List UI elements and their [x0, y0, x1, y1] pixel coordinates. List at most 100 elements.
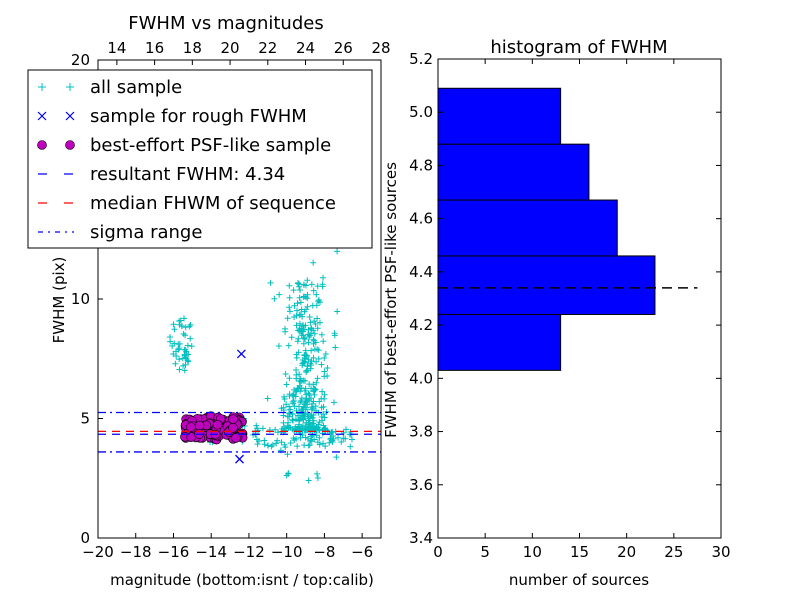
legend-marker — [66, 83, 74, 91]
all-sample-point — [188, 343, 195, 350]
all-sample-point — [181, 352, 188, 359]
all-sample-point — [297, 399, 304, 406]
all-sample-point — [283, 381, 290, 388]
all-sample-point — [280, 419, 287, 426]
all-sample-point — [290, 417, 297, 424]
all-sample-point — [348, 436, 355, 443]
scatter-xtick-label: −18 — [120, 543, 152, 561]
all-sample-point — [300, 326, 307, 333]
all-sample-point — [310, 259, 317, 266]
all-sample-point — [342, 426, 349, 433]
all-sample-point — [321, 355, 328, 362]
all-sample-point — [323, 408, 330, 415]
histogram-ytick-label: 5.2 — [409, 50, 433, 68]
all-sample-point — [305, 356, 312, 363]
histogram-ylabel: FWHM of best-effort PSF-like sources — [382, 162, 400, 438]
scatter-yticks: 0 5 10 20 — [71, 51, 103, 547]
all-sample-point — [182, 361, 189, 368]
all-sample-point — [300, 403, 307, 410]
all-sample-point — [328, 429, 335, 436]
histogram-bar — [437, 143, 590, 201]
all-sample-point — [320, 422, 327, 429]
all-sample-point — [310, 340, 317, 347]
all-sample-point — [334, 308, 341, 315]
all-sample-point — [273, 440, 280, 447]
all-sample-point — [275, 343, 282, 350]
all-sample-point — [306, 314, 313, 321]
all-sample-point — [282, 371, 289, 378]
all-sample-point — [317, 299, 324, 306]
all-sample-point — [302, 359, 309, 366]
all-sample-point — [307, 365, 314, 372]
all-sample-point — [320, 338, 327, 345]
all-sample-point — [259, 425, 266, 432]
all-sample-point — [184, 342, 191, 349]
histogram-xtick-label: 10 — [523, 543, 542, 561]
scatter-panel: FWHM vs magnitudes −20 −18 −16 −14 −12 −10 −8−… — [27, 13, 391, 589]
all-sample-point — [296, 320, 303, 327]
all-sample-point — [293, 351, 300, 358]
all-sample-point — [321, 373, 328, 380]
all-sample-point — [287, 424, 294, 431]
scatter-xtick-label: −20 — [82, 543, 114, 561]
histogram-bar — [437, 87, 562, 145]
histogram-ytick-label: 3.8 — [409, 423, 433, 441]
legend-marker — [65, 111, 75, 121]
all-sample-point — [301, 427, 308, 434]
all-sample-point — [286, 403, 293, 410]
all-sample-point — [307, 319, 314, 326]
all-sample-point — [304, 362, 311, 369]
all-sample-point — [306, 334, 313, 341]
histogram-ytick-label: 4.4 — [409, 263, 433, 281]
all-sample-point — [268, 443, 275, 450]
all-sample-point — [254, 441, 261, 448]
all-sample-point — [282, 444, 289, 451]
all-sample-point — [320, 403, 327, 410]
all-sample-point — [322, 427, 329, 434]
all-sample-point — [318, 361, 325, 368]
all-sample-point — [321, 414, 328, 421]
all-sample-point — [313, 379, 320, 386]
all-sample-point — [321, 391, 328, 398]
all-sample-point — [316, 398, 323, 405]
histogram-bar — [437, 199, 618, 257]
all-sample-point — [293, 367, 300, 374]
all-sample-point — [296, 327, 303, 334]
scatter-top-xtick-label: 24 — [296, 39, 315, 57]
all-sample-point — [308, 281, 315, 288]
all-sample-point — [297, 410, 304, 417]
all-sample-point — [308, 347, 315, 354]
all-sample-point — [306, 391, 313, 398]
all-sample-point — [300, 340, 307, 347]
all-sample-point — [305, 339, 312, 346]
histogram-bar — [437, 313, 562, 371]
all-sample-point — [310, 417, 317, 424]
histogram-xtick-label: 20 — [617, 543, 636, 561]
all-sample-point — [301, 442, 308, 449]
rough-sample-point — [235, 454, 244, 464]
all-sample-point — [300, 335, 307, 342]
all-sample-point — [342, 435, 349, 442]
all-sample-point — [293, 375, 300, 382]
all-sample-point — [181, 315, 188, 322]
all-sample-point — [314, 375, 321, 382]
legend-marker — [65, 140, 75, 150]
all-sample-point — [286, 294, 293, 301]
all-sample-point — [296, 294, 303, 301]
all-sample-point — [314, 315, 321, 322]
all-sample-point — [287, 439, 294, 446]
all-sample-point — [308, 330, 315, 337]
all-sample-point — [294, 300, 301, 307]
histogram-xtick-label: 5 — [480, 543, 490, 561]
all-sample-point — [338, 439, 345, 446]
legend-marker — [37, 111, 47, 121]
all-sample-point — [320, 274, 327, 281]
psf-like-point — [231, 433, 241, 443]
all-sample-point — [300, 413, 307, 420]
histogram-ytick-label: 4.0 — [409, 369, 433, 387]
all-sample-point — [186, 323, 193, 330]
all-sample-point — [170, 321, 177, 328]
legend-entry: sigma range — [38, 222, 202, 243]
psf-like-point — [228, 414, 238, 424]
